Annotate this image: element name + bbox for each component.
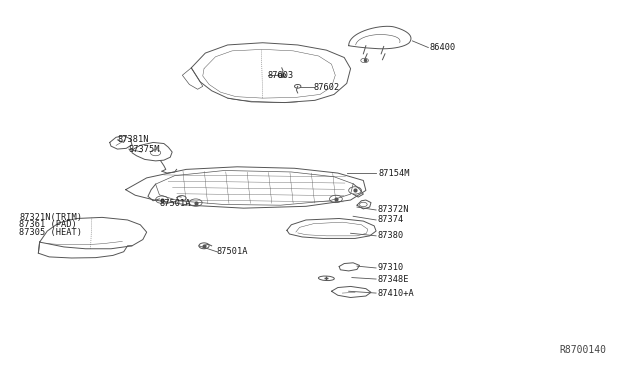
Text: 87361 (PAD): 87361 (PAD) bbox=[19, 220, 77, 229]
Text: 87348E: 87348E bbox=[378, 275, 409, 283]
Text: 87501A: 87501A bbox=[159, 199, 191, 208]
Text: 87305 (HEAT): 87305 (HEAT) bbox=[19, 228, 82, 237]
Text: 87372N: 87372N bbox=[378, 205, 409, 215]
Text: 87381N: 87381N bbox=[117, 135, 149, 144]
Text: 97310: 97310 bbox=[378, 263, 404, 272]
Text: 87374: 87374 bbox=[378, 215, 404, 224]
Text: 87154M: 87154M bbox=[379, 169, 410, 177]
Text: 87375M: 87375M bbox=[129, 145, 161, 154]
Text: 87501A: 87501A bbox=[217, 247, 248, 256]
Text: 86400: 86400 bbox=[429, 43, 456, 52]
Text: 87603: 87603 bbox=[268, 71, 294, 80]
Text: 87321N(TRIM): 87321N(TRIM) bbox=[19, 213, 82, 222]
Text: R8700140: R8700140 bbox=[560, 345, 607, 355]
Text: 87410+A: 87410+A bbox=[378, 289, 414, 298]
Text: 87602: 87602 bbox=[314, 83, 340, 92]
Text: 87380: 87380 bbox=[378, 231, 404, 240]
